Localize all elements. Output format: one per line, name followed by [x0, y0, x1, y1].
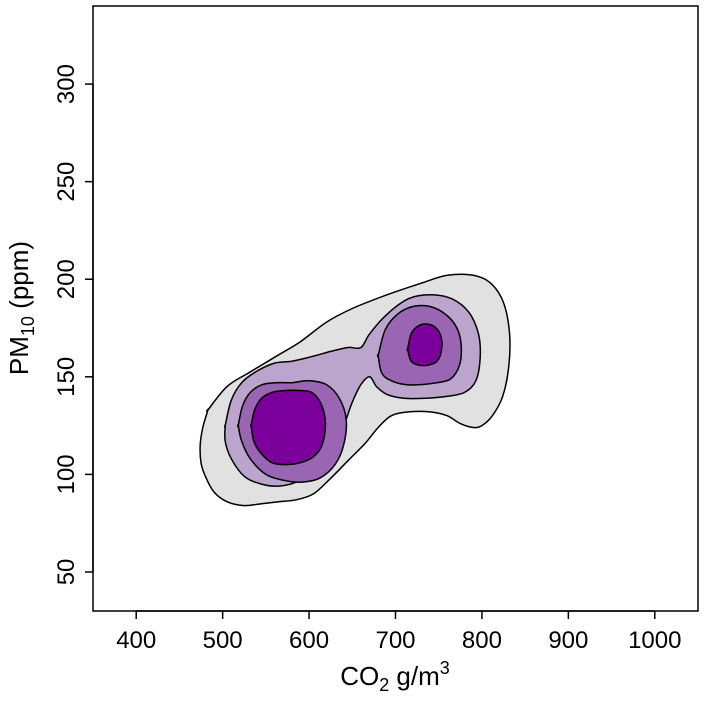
y-tick-label: 50	[53, 559, 80, 586]
contour-level-4-region-1	[250, 389, 327, 466]
y-tick-label: 100	[53, 454, 80, 494]
x-axis: 400 500 600 700 800 900 1000	[116, 610, 681, 654]
y-tick-label: 150	[53, 357, 80, 397]
y-axis-title: PM10 (ppm)	[4, 241, 38, 375]
x-tick-label: 600	[289, 627, 329, 654]
y-tick-label: 300	[53, 64, 80, 104]
y-tick-label: 250	[53, 162, 80, 202]
x-tick-label: 700	[375, 627, 415, 654]
y-tick-label: 200	[53, 259, 80, 299]
x-tick-label: 500	[203, 627, 243, 654]
x-tick-label: 1000	[628, 627, 681, 654]
x-axis-title: CO2 g/m3	[340, 658, 450, 695]
contour-layer	[199, 273, 511, 507]
y-axis: 50 100 150 200 250 300	[53, 64, 94, 586]
x-tick-label: 400	[116, 627, 156, 654]
x-tick-label: 900	[548, 627, 588, 654]
x-tick-label: 800	[462, 627, 502, 654]
contour-level-4-region-2	[406, 323, 443, 367]
